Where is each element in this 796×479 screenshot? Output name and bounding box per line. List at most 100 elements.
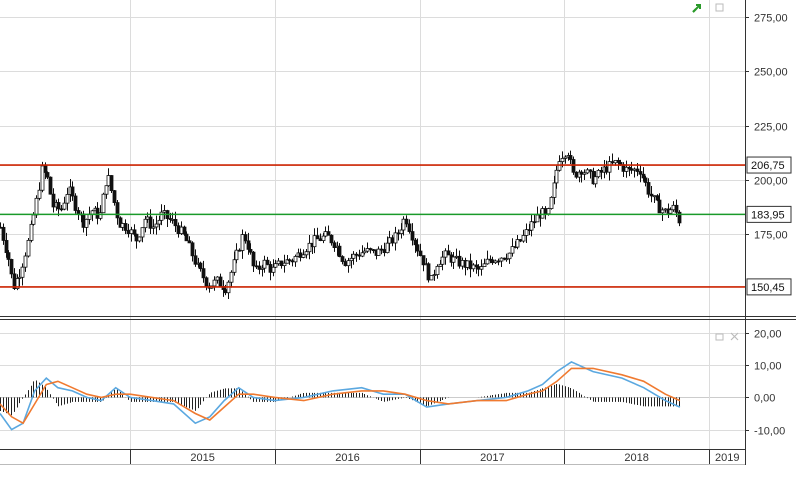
candle xyxy=(401,216,406,236)
candle xyxy=(451,251,456,269)
candle xyxy=(201,260,206,283)
candle xyxy=(115,200,120,225)
level-label: 206,75 xyxy=(751,160,785,172)
candle xyxy=(132,224,137,237)
candle xyxy=(98,205,103,221)
time-axis-area xyxy=(0,449,796,474)
candle xyxy=(101,192,106,214)
candle xyxy=(1,223,6,245)
osc-maximize-icon[interactable] xyxy=(715,333,724,341)
candle xyxy=(137,236,142,243)
price-panel xyxy=(0,0,745,316)
candle xyxy=(624,160,629,178)
candle xyxy=(62,196,67,211)
candle xyxy=(73,193,78,214)
candle xyxy=(321,232,326,244)
candle xyxy=(557,155,562,172)
candle xyxy=(638,164,643,183)
candle xyxy=(29,220,34,243)
price-tick-label: 225,00 xyxy=(754,122,788,134)
candle xyxy=(607,156,612,181)
year-label: 2019 xyxy=(715,452,739,464)
candle xyxy=(418,243,423,257)
candle xyxy=(485,250,490,265)
candle xyxy=(504,253,509,262)
oscillator-panel xyxy=(0,320,745,449)
candle xyxy=(312,228,317,254)
candle xyxy=(265,256,270,266)
osc-tick-label: 20,00 xyxy=(754,329,782,341)
candle xyxy=(198,261,203,272)
candle xyxy=(45,171,50,180)
candle xyxy=(326,225,331,236)
candle xyxy=(435,264,440,279)
candle xyxy=(4,232,9,258)
candle xyxy=(482,258,487,267)
candle xyxy=(340,255,345,265)
candle xyxy=(568,150,573,164)
candle xyxy=(646,178,651,198)
candle xyxy=(529,213,534,237)
candle xyxy=(187,236,192,244)
candle xyxy=(432,269,437,281)
candle xyxy=(20,263,25,286)
candle xyxy=(507,252,512,264)
candle xyxy=(332,240,337,252)
candle xyxy=(48,176,53,195)
candle xyxy=(376,246,381,256)
year-label: 2016 xyxy=(335,452,359,464)
candle xyxy=(148,209,153,234)
candle xyxy=(234,243,239,264)
candle xyxy=(190,241,195,262)
candle xyxy=(582,169,587,180)
candle xyxy=(6,250,11,267)
candle xyxy=(109,175,114,194)
candle xyxy=(329,234,334,246)
price-tick-label: 200,00 xyxy=(754,176,788,188)
osc-close-icon[interactable] xyxy=(730,332,739,341)
candle xyxy=(510,238,515,257)
candle xyxy=(304,249,309,259)
year-label: 2018 xyxy=(624,452,648,464)
candle xyxy=(232,251,237,276)
candle xyxy=(479,259,484,276)
candle xyxy=(524,223,529,243)
candle xyxy=(212,276,217,291)
candle xyxy=(23,252,28,272)
candle xyxy=(70,181,75,201)
level-label-box xyxy=(746,205,792,223)
candle xyxy=(393,226,398,251)
candle xyxy=(287,258,292,265)
year-label: 2015 xyxy=(190,452,214,464)
candle xyxy=(588,169,593,179)
candle xyxy=(315,227,320,240)
maximize-icon[interactable] xyxy=(715,3,724,12)
candle xyxy=(649,186,654,203)
candle xyxy=(251,251,256,272)
candle xyxy=(154,215,159,235)
price-tick-label: 250,00 xyxy=(754,67,788,79)
candle xyxy=(410,223,415,246)
candle xyxy=(273,259,278,268)
candle xyxy=(554,165,559,189)
candle xyxy=(51,188,56,213)
candle xyxy=(307,234,312,260)
candle xyxy=(84,218,89,236)
candle xyxy=(112,190,117,206)
candle xyxy=(257,261,262,275)
candle xyxy=(204,276,209,291)
zoom-icon[interactable] xyxy=(692,4,701,13)
candle xyxy=(407,219,412,234)
candle xyxy=(668,207,673,214)
level-label-box xyxy=(746,278,792,296)
candle xyxy=(184,231,189,242)
candle xyxy=(440,251,445,271)
candle xyxy=(643,175,648,187)
osc-tick-label: -10,00 xyxy=(754,426,785,438)
candle xyxy=(404,215,409,228)
candle xyxy=(140,227,145,243)
candle xyxy=(248,243,253,255)
candle xyxy=(549,196,554,210)
candle xyxy=(368,247,373,254)
